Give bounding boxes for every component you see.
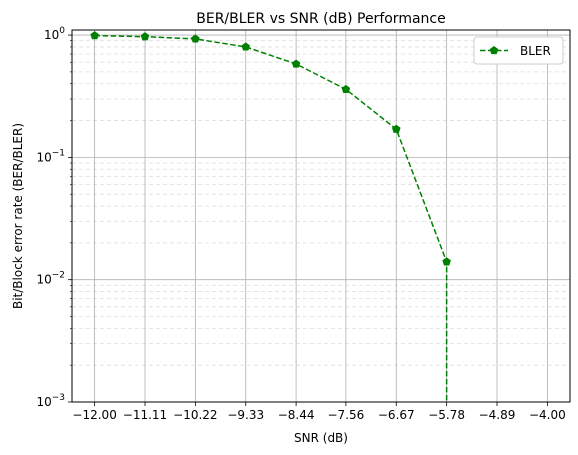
x-tick-label: −6.67 <box>378 408 415 422</box>
plot-frame <box>71 29 571 403</box>
x-axis-label: SNR (dB) <box>294 431 348 445</box>
x-tick-label: −11.11 <box>123 408 167 422</box>
data-point-bler <box>140 32 150 41</box>
y-tick-label: 10−3 <box>36 393 65 409</box>
y-tick-label: 10−1 <box>36 148 65 164</box>
y-axis: 10−3 10−2 10−1 100 <box>36 26 72 409</box>
x-tick-label: −10.22 <box>173 408 217 422</box>
legend-label-bler: BLER <box>520 44 551 58</box>
data-point-bler <box>341 84 351 93</box>
x-tick-label: −7.56 <box>328 408 365 422</box>
data-point-bler <box>241 42 251 51</box>
x-tick-label: −5.78 <box>428 408 465 422</box>
x-tick-label: −8.44 <box>278 408 315 422</box>
legend: BLER <box>473 36 564 65</box>
data-point-bler <box>442 257 451 266</box>
y-tick-label: 100 <box>44 26 65 42</box>
x-tick-label: −9.33 <box>227 408 264 422</box>
data-point-bler <box>391 124 401 133</box>
data-point-bler <box>291 59 301 68</box>
data-point-bler <box>90 31 99 40</box>
x-tick-label: −4.00 <box>529 408 566 422</box>
x-axis: −12.00 −11.11 −10.22 −9.33 −8.44 −7.56 −6.67 −5… <box>72 402 566 422</box>
data-point-bler <box>191 34 200 43</box>
chart-title: BER/BLER vs SNR (dB) Performance <box>196 11 445 27</box>
grid <box>72 30 570 402</box>
x-tick-label: −4.89 <box>479 408 516 422</box>
x-tick-label: −12.00 <box>72 408 116 422</box>
legend-marker <box>489 46 499 55</box>
legend-box <box>473 36 564 65</box>
y-tick-label: 10−2 <box>36 271 65 287</box>
series-line-bler <box>94 34 448 402</box>
series-layer <box>90 31 451 402</box>
y-axis-label: Bit/Block error rate (BER/BLER) <box>11 123 25 309</box>
